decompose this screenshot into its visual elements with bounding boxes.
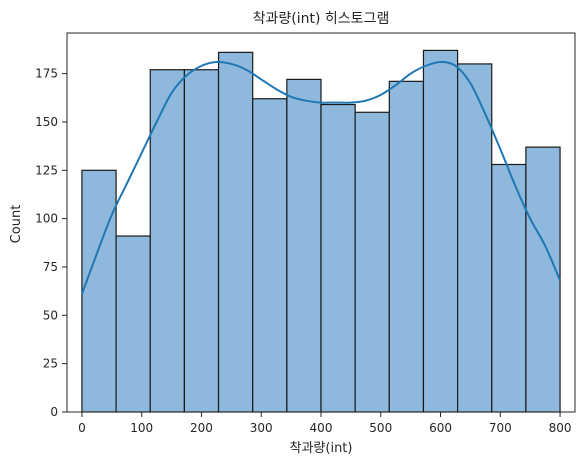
histogram-bar <box>149 69 185 413</box>
x-axis-label: 착과량(int) <box>290 441 353 456</box>
histogram-bar <box>252 98 288 413</box>
histogram-bar <box>354 111 390 413</box>
histogram-bar <box>183 69 220 413</box>
y-tick-label: 150 <box>35 115 58 129</box>
y-axis-label: Count <box>9 205 24 244</box>
kde-line <box>81 60 561 295</box>
histogram-bar <box>81 169 117 413</box>
y-tick-label: 175 <box>35 67 58 81</box>
x-axis-ticks: 0 100 200 300 400 500 600 700 800 <box>78 412 572 435</box>
y-tick-label: 75 <box>43 260 58 274</box>
histogram-bar <box>457 63 493 413</box>
histogram-bar <box>320 103 356 413</box>
histogram-bar <box>491 163 527 413</box>
histogram-bar <box>422 49 459 413</box>
x-tick-label: 600 <box>429 421 452 435</box>
x-tick-label: 100 <box>130 421 153 435</box>
histogram-bar <box>286 78 322 413</box>
y-tick-label: 0 <box>50 405 58 419</box>
x-tick-label: 0 <box>78 421 86 435</box>
chart-title: 착과량(int) 히스토그램 <box>253 11 390 27</box>
y-axis-ticks: 0 25 50 75 100 125 150 175 <box>35 67 67 419</box>
bars-group <box>81 49 561 413</box>
histogram-bar <box>115 235 151 413</box>
y-tick-label: 25 <box>43 357 58 371</box>
x-tick-label: 700 <box>489 421 512 435</box>
histogram-bar <box>525 146 561 413</box>
y-tick-label: 50 <box>43 308 58 322</box>
histogram-bar <box>388 80 425 413</box>
x-tick-label: 200 <box>190 421 213 435</box>
x-tick-label: 300 <box>250 421 273 435</box>
y-tick-label: 125 <box>35 163 58 177</box>
x-tick-label: 800 <box>549 421 572 435</box>
y-tick-label: 100 <box>35 212 58 226</box>
histogram-bar <box>217 51 254 413</box>
x-tick-label: 400 <box>310 421 333 435</box>
x-tick-label: 500 <box>369 421 392 435</box>
